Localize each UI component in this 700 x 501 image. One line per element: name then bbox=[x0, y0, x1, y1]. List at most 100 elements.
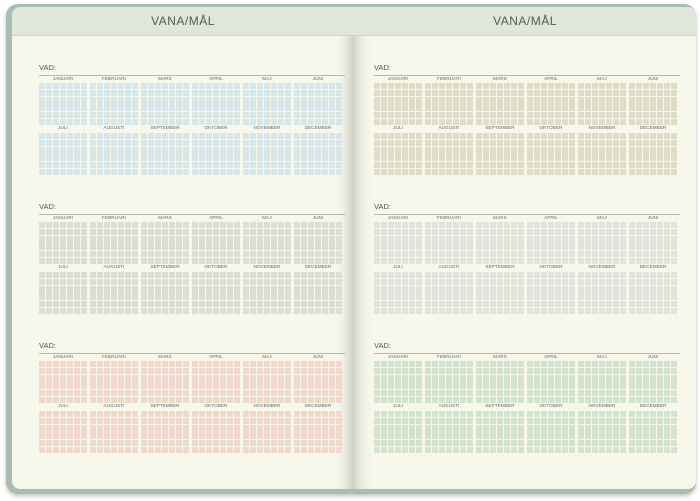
day-cell[interactable] bbox=[263, 83, 271, 90]
day-cell[interactable] bbox=[387, 250, 395, 257]
day-cell[interactable] bbox=[649, 446, 657, 453]
day-cell[interactable] bbox=[226, 161, 234, 168]
day-cell[interactable] bbox=[328, 104, 336, 111]
day-cell[interactable] bbox=[459, 104, 467, 111]
day-cell[interactable] bbox=[445, 396, 453, 403]
day-cell[interactable] bbox=[110, 368, 118, 375]
day-cell[interactable] bbox=[96, 411, 104, 418]
day-cell[interactable] bbox=[517, 111, 524, 118]
day-cell[interactable] bbox=[635, 389, 643, 396]
day-cell[interactable] bbox=[205, 222, 213, 229]
day-cell[interactable] bbox=[59, 411, 67, 418]
day-cell[interactable] bbox=[496, 382, 504, 389]
day-cell[interactable] bbox=[476, 389, 483, 396]
day-cell[interactable] bbox=[300, 140, 308, 147]
day-cell[interactable] bbox=[294, 389, 301, 396]
day-cell[interactable] bbox=[387, 432, 395, 439]
day-cell[interactable] bbox=[656, 286, 664, 293]
day-cell[interactable] bbox=[284, 133, 291, 140]
day-cell[interactable] bbox=[431, 111, 439, 118]
day-cell[interactable] bbox=[205, 97, 213, 104]
day-cell[interactable] bbox=[192, 446, 199, 453]
day-cell[interactable] bbox=[321, 257, 329, 264]
day-cell[interactable] bbox=[147, 368, 155, 375]
day-cell[interactable] bbox=[540, 222, 548, 229]
day-cell[interactable] bbox=[110, 375, 118, 382]
day-cell[interactable] bbox=[90, 389, 97, 396]
day-cell[interactable] bbox=[307, 382, 315, 389]
day-cell[interactable] bbox=[540, 257, 548, 264]
day-cell[interactable] bbox=[401, 272, 409, 279]
day-cell[interactable] bbox=[328, 446, 336, 453]
day-cell[interactable] bbox=[533, 432, 541, 439]
day-cell[interactable] bbox=[124, 140, 132, 147]
day-cell[interactable] bbox=[39, 361, 46, 368]
day-cell[interactable] bbox=[629, 168, 636, 175]
day-cell[interactable] bbox=[124, 243, 132, 250]
day-cell[interactable] bbox=[131, 286, 138, 293]
day-cell[interactable] bbox=[554, 154, 562, 161]
day-cell[interactable] bbox=[124, 97, 132, 104]
day-cell[interactable] bbox=[394, 293, 402, 300]
day-cell[interactable] bbox=[670, 286, 677, 293]
day-cell[interactable] bbox=[482, 389, 490, 396]
day-cell[interactable] bbox=[154, 250, 162, 257]
day-cell[interactable] bbox=[249, 222, 257, 229]
day-cell[interactable] bbox=[527, 432, 534, 439]
day-cell[interactable] bbox=[517, 425, 524, 432]
day-cell[interactable] bbox=[124, 375, 132, 382]
day-cell[interactable] bbox=[192, 161, 199, 168]
day-cell[interactable] bbox=[459, 97, 467, 104]
day-cell[interactable] bbox=[408, 272, 416, 279]
day-cell[interactable] bbox=[408, 147, 416, 154]
day-cell[interactable] bbox=[90, 368, 97, 375]
day-cell[interactable] bbox=[533, 396, 541, 403]
day-cell[interactable] bbox=[619, 446, 626, 453]
day-cell[interactable] bbox=[39, 243, 46, 250]
day-cell[interactable] bbox=[243, 300, 250, 307]
day-cell[interactable] bbox=[294, 222, 301, 229]
day-cell[interactable] bbox=[649, 236, 657, 243]
day-cell[interactable] bbox=[374, 439, 381, 446]
day-cell[interactable] bbox=[263, 243, 271, 250]
day-cell[interactable] bbox=[663, 154, 671, 161]
day-cell[interactable] bbox=[489, 361, 497, 368]
day-cell[interactable] bbox=[243, 279, 250, 286]
day-cell[interactable] bbox=[182, 161, 189, 168]
day-cell[interactable] bbox=[335, 118, 342, 125]
day-cell[interactable] bbox=[547, 236, 555, 243]
day-cell[interactable] bbox=[568, 293, 575, 300]
day-cell[interactable] bbox=[578, 154, 585, 161]
day-cell[interactable] bbox=[482, 168, 490, 175]
day-cell[interactable] bbox=[598, 432, 606, 439]
day-cell[interactable] bbox=[387, 257, 395, 264]
day-cell[interactable] bbox=[431, 97, 439, 104]
day-cell[interactable] bbox=[39, 250, 46, 257]
day-cell[interactable] bbox=[45, 236, 53, 243]
day-cell[interactable] bbox=[540, 97, 548, 104]
day-cell[interactable] bbox=[328, 389, 336, 396]
day-cell[interactable] bbox=[394, 250, 402, 257]
day-cell[interactable] bbox=[59, 147, 67, 154]
day-cell[interactable] bbox=[117, 439, 125, 446]
day-cell[interactable] bbox=[374, 411, 381, 418]
day-cell[interactable] bbox=[307, 389, 315, 396]
day-cell[interactable] bbox=[96, 279, 104, 286]
day-cell[interactable] bbox=[591, 168, 599, 175]
day-cell[interactable] bbox=[147, 279, 155, 286]
day-cell[interactable] bbox=[73, 286, 81, 293]
day-cell[interactable] bbox=[503, 418, 511, 425]
day-cell[interactable] bbox=[459, 307, 467, 314]
day-cell[interactable] bbox=[300, 83, 308, 90]
day-cell[interactable] bbox=[154, 147, 162, 154]
day-cell[interactable] bbox=[394, 161, 402, 168]
day-cell[interactable] bbox=[605, 243, 613, 250]
day-cell[interactable] bbox=[175, 154, 183, 161]
day-cell[interactable] bbox=[598, 243, 606, 250]
day-cell[interactable] bbox=[401, 368, 409, 375]
day-cell[interactable] bbox=[124, 229, 132, 236]
day-cell[interactable] bbox=[438, 104, 446, 111]
day-cell[interactable] bbox=[90, 300, 97, 307]
day-cell[interactable] bbox=[314, 300, 322, 307]
day-cell[interactable] bbox=[103, 133, 111, 140]
